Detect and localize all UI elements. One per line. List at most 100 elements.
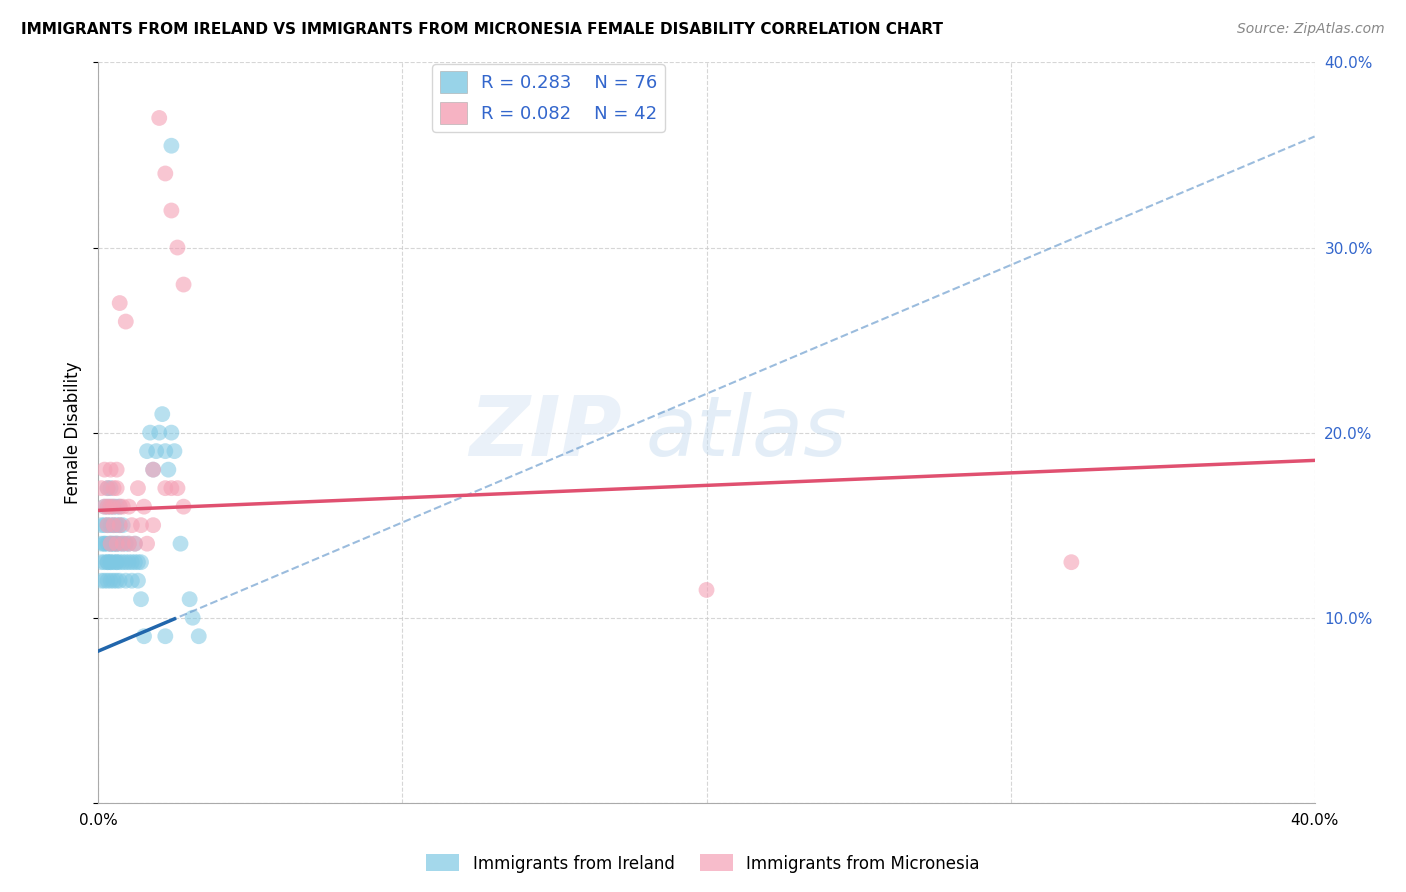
Point [124,537,146,551]
Point [108,555,131,569]
Point [103,574,125,588]
Point [103,537,125,551]
Point [93,537,115,551]
Point [96,518,118,533]
Point [90,574,112,588]
Point [160,138,183,153]
Point [100,518,122,533]
Point [105,481,128,495]
Point [696,582,718,597]
Point [148,111,170,125]
Point [160,425,183,440]
Point [1060,555,1083,569]
Point [155,444,177,458]
Point [96,537,118,551]
Point [127,481,149,495]
Point [111,518,134,533]
Point [103,500,125,514]
Point [121,555,143,569]
Point [166,481,188,495]
Point [181,611,204,625]
Point [96,500,118,514]
Text: IMMIGRANTS FROM IRELAND VS IMMIGRANTS FROM MICRONESIA FEMALE DISABILITY CORRELAT: IMMIGRANTS FROM IRELAND VS IMMIGRANTS FR… [21,22,943,37]
Point [163,444,186,458]
Point [105,537,128,551]
Point [111,537,134,551]
Point [103,537,125,551]
Point [118,537,141,551]
Point [139,425,162,440]
Legend: Immigrants from Ireland, Immigrants from Micronesia: Immigrants from Ireland, Immigrants from… [419,847,987,880]
Point [103,518,125,533]
Point [96,518,118,533]
Point [108,518,131,533]
Point [100,500,122,514]
Point [145,444,167,458]
Point [173,500,195,514]
Point [114,574,136,588]
Point [142,518,165,533]
Point [105,555,128,569]
Point [93,500,115,514]
Point [103,481,125,495]
Point [103,555,125,569]
Point [108,574,131,588]
Point [155,167,177,181]
Point [90,555,112,569]
Point [121,518,143,533]
Point [111,555,134,569]
Point [100,500,122,514]
Point [105,537,128,551]
Y-axis label: Female Disability: Female Disability [65,361,83,504]
Point [127,555,149,569]
Point [100,463,122,477]
Point [136,444,159,458]
Point [114,537,136,551]
Point [103,500,125,514]
Point [105,518,128,533]
Point [105,463,128,477]
Point [96,555,118,569]
Point [173,277,195,292]
Point [124,537,146,551]
Point [157,463,180,477]
Point [129,518,152,533]
Point [108,537,131,551]
Point [148,425,170,440]
Text: Source: ZipAtlas.com: Source: ZipAtlas.com [1237,22,1385,37]
Point [129,592,152,607]
Point [90,518,112,533]
Point [103,518,125,533]
Point [100,481,122,495]
Point [114,555,136,569]
Point [179,592,201,607]
Point [129,555,152,569]
Text: atlas: atlas [645,392,848,473]
Point [105,555,128,569]
Point [96,481,118,495]
Point [108,296,131,310]
Point [169,537,191,551]
Point [108,518,131,533]
Point [136,537,159,551]
Point [124,555,146,569]
Point [150,407,173,421]
Point [132,500,155,514]
Point [108,500,131,514]
Point [100,555,122,569]
Point [96,481,118,495]
Point [121,574,143,588]
Point [93,555,115,569]
Point [118,555,141,569]
Point [155,629,177,643]
Point [105,537,128,551]
Point [90,537,112,551]
Point [166,241,188,255]
Point [100,555,122,569]
Point [93,537,115,551]
Point [108,500,131,514]
Point [111,500,134,514]
Point [93,500,115,514]
Point [187,629,209,643]
Point [127,574,149,588]
